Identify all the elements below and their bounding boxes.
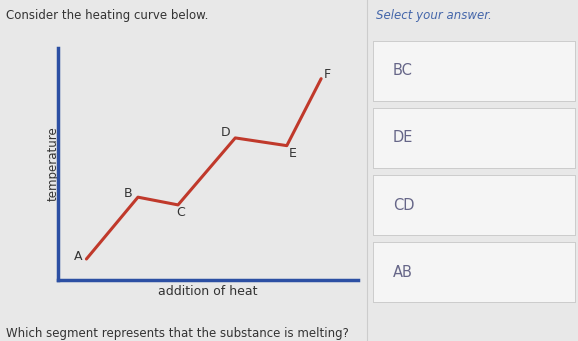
Text: Select your answer.: Select your answer. (376, 9, 491, 21)
Text: C: C (176, 206, 186, 219)
Text: Which segment represents that the substance is melting?: Which segment represents that the substa… (6, 327, 349, 340)
Text: B: B (124, 187, 132, 200)
Text: AB: AB (393, 265, 413, 280)
Text: CD: CD (393, 198, 414, 212)
Text: F: F (323, 68, 331, 81)
Text: E: E (288, 147, 297, 160)
Y-axis label: temperature: temperature (47, 126, 60, 201)
Text: DE: DE (393, 131, 413, 145)
Text: A: A (73, 250, 82, 263)
Text: D: D (220, 126, 230, 139)
X-axis label: addition of heat: addition of heat (158, 285, 258, 298)
Text: Consider the heating curve below.: Consider the heating curve below. (6, 9, 208, 21)
Text: BC: BC (393, 63, 413, 78)
